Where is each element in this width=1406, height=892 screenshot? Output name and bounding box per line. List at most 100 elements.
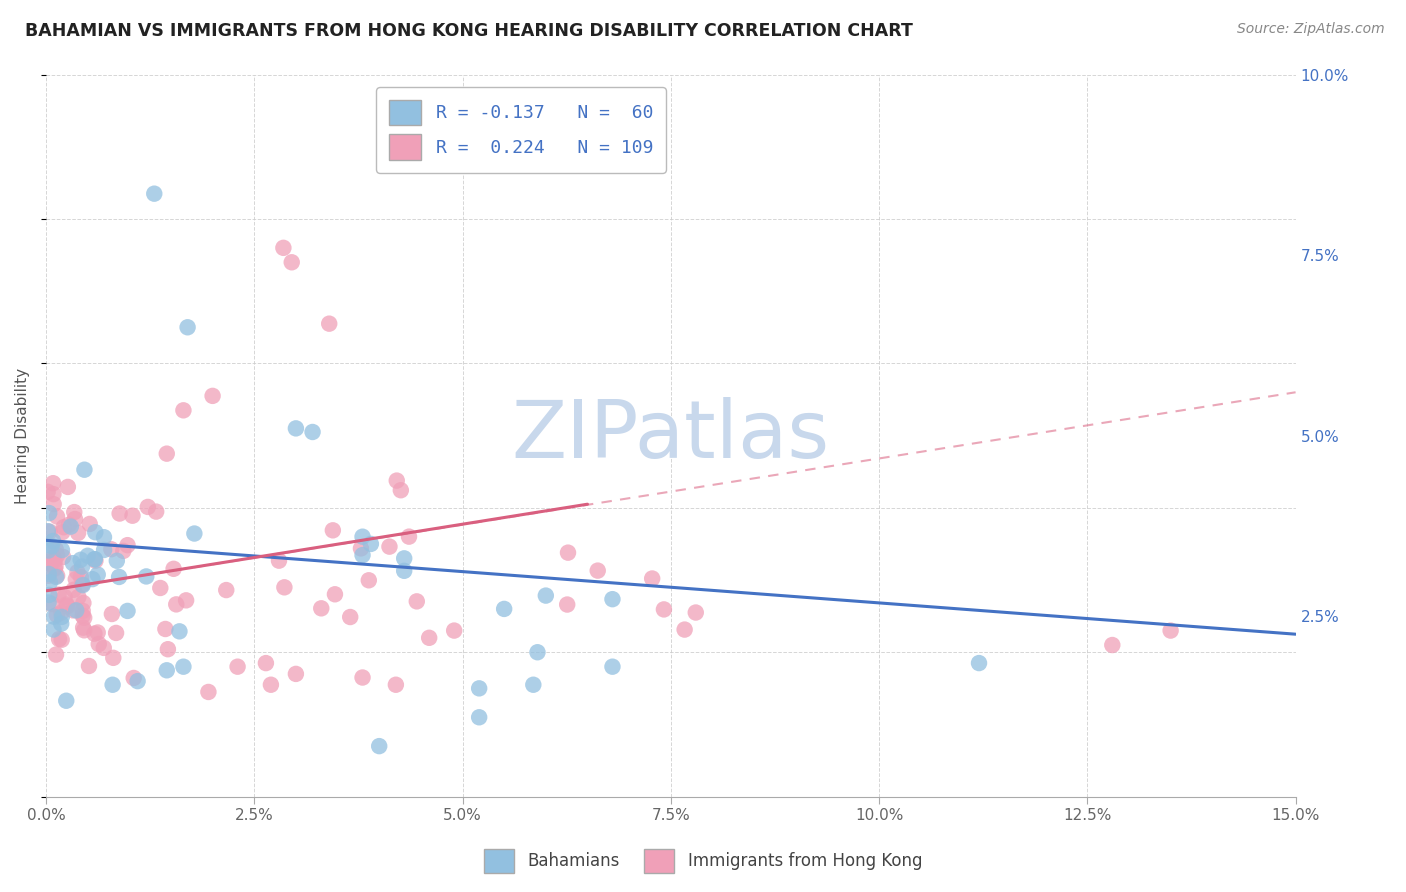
Point [136,500,159,514]
Point [72,604,94,618]
Point [55,598,77,612]
Point [405,594,427,608]
Point [44,560,66,574]
Point [176,320,198,334]
Point [72,621,94,635]
Point [468,681,491,696]
Point [156,663,179,677]
Point [127,674,149,689]
Point [169,624,191,639]
Point [385,474,408,488]
Point [172,403,194,417]
Point [38,588,60,602]
Point [105,626,128,640]
Point [93,530,115,544]
Legend: R = -0.137   N =  60, R =  0.224   N = 109: R = -0.137 N = 60, R = 0.224 N = 109 [375,87,665,172]
Point [143,186,166,201]
Point [108,570,131,584]
Point [322,524,344,538]
Point [392,564,415,578]
Point [84,554,107,568]
Point [76,549,98,563]
Point [673,623,696,637]
Point [389,483,412,498]
Point [53,590,76,604]
Point [77,659,100,673]
Point [352,548,374,562]
Point [45,541,67,556]
Point [156,642,179,657]
Point [56,480,79,494]
Y-axis label: Hearing Disability: Hearing Disability [15,368,30,504]
Point [72,608,94,623]
Point [522,678,544,692]
Point [215,583,238,598]
Point [38,524,60,539]
Point [38,595,60,609]
Point [84,552,107,566]
Point [56,599,79,614]
Point [42,609,65,624]
Point [652,602,675,616]
Point [254,656,277,670]
Point [79,516,101,531]
Point [38,566,60,581]
Point [62,582,84,597]
Point [73,611,96,625]
Point [42,497,65,511]
Point [112,544,135,558]
Point [52,520,75,534]
Point [352,530,374,544]
Point [83,626,105,640]
Point [352,671,374,685]
Point [73,624,96,638]
Point [38,575,60,590]
Point [135,569,157,583]
Point [55,694,77,708]
Point [37,555,59,569]
Point [42,476,65,491]
Point [267,554,290,568]
Point [65,603,87,617]
Point [162,562,184,576]
Point [51,616,73,631]
Point [37,484,59,499]
Point [87,567,110,582]
Legend: Bahamians, Immigrants from Hong Kong: Bahamians, Immigrants from Hong Kong [477,842,929,880]
Point [44,553,66,567]
Point [42,623,65,637]
Point [51,525,73,540]
Point [46,549,69,563]
Point [155,622,177,636]
Text: Source: ZipAtlas.com: Source: ZipAtlas.com [1237,22,1385,37]
Point [93,640,115,655]
Point [156,447,179,461]
Point [37,568,59,582]
Point [318,317,340,331]
Point [273,580,295,594]
Point [83,552,105,566]
Point [641,572,664,586]
Point [62,603,84,617]
Point [73,463,96,477]
Point [174,593,197,607]
Point [101,678,124,692]
Point [183,526,205,541]
Point [149,581,172,595]
Point [1101,638,1123,652]
Point [105,554,128,568]
Point [260,678,283,692]
Text: ZIPatlas: ZIPatlas [512,397,830,475]
Point [59,519,82,533]
Point [37,524,59,538]
Point [301,425,323,439]
Point [84,525,107,540]
Point [443,624,465,638]
Point [45,648,67,662]
Point [72,596,94,610]
Point [284,667,307,681]
Point [93,543,115,558]
Point [41,597,63,611]
Point [685,606,707,620]
Point [45,607,67,622]
